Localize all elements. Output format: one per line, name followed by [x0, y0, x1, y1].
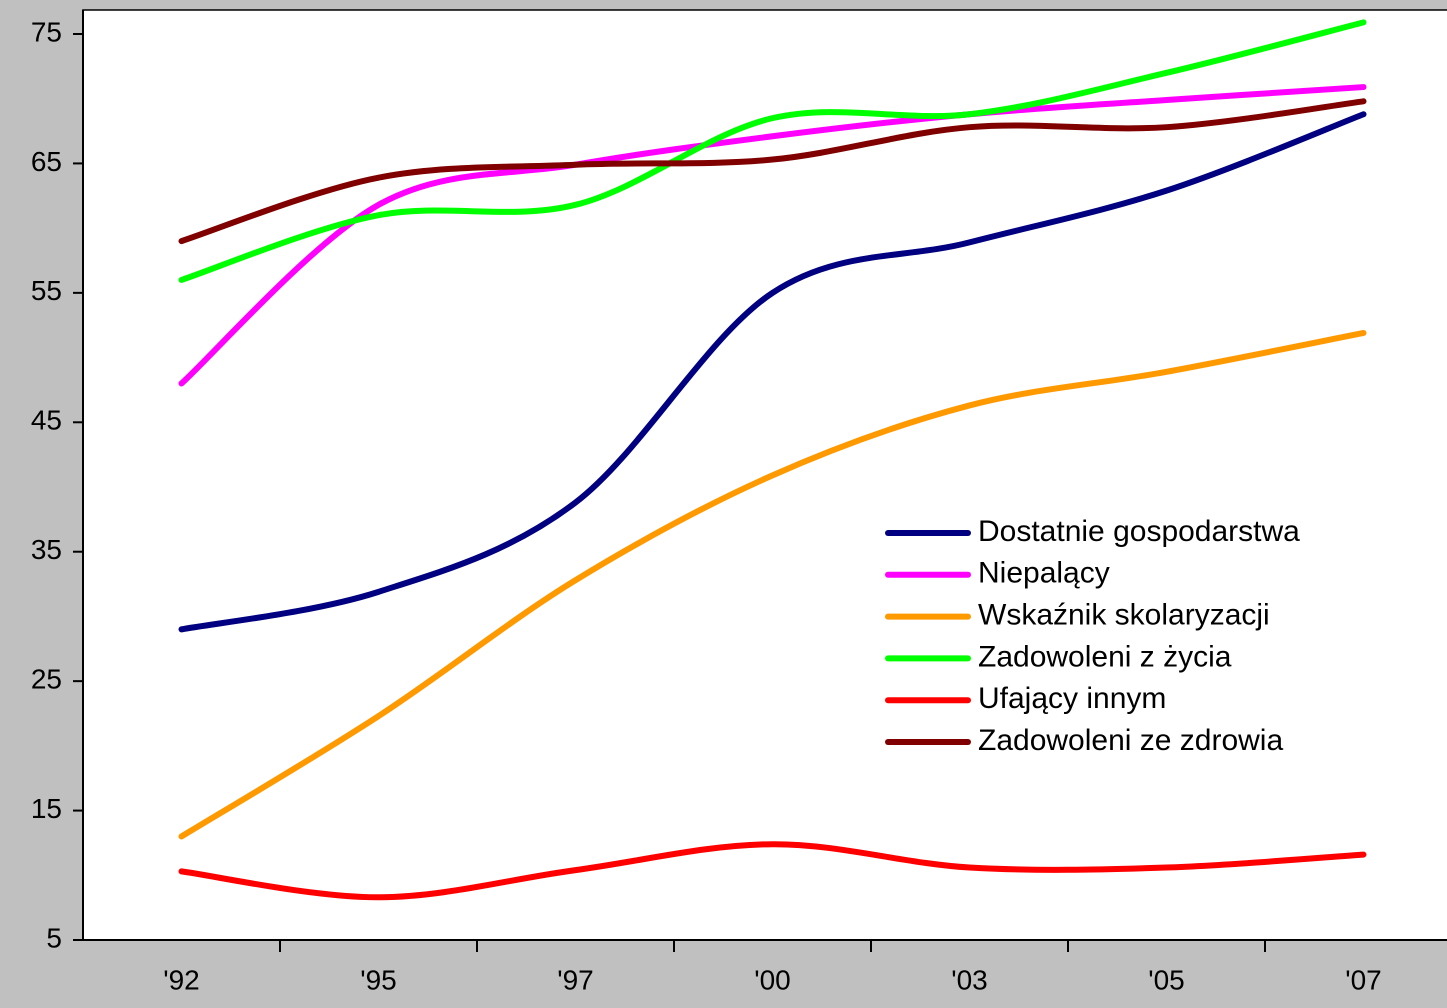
x-tick-label: '92 — [163, 964, 200, 995]
x-tick-label: '03 — [951, 964, 988, 995]
x-tick-label: '97 — [557, 964, 594, 995]
legend-label: Ufający innym — [978, 682, 1166, 715]
x-tick-label: '00 — [754, 964, 791, 995]
x-tick-label: '05 — [1148, 964, 1185, 995]
series-line — [178, 19, 1367, 283]
series-line — [178, 98, 1367, 245]
y-tick-label: 75 — [31, 16, 62, 47]
x-tick-label: '95 — [360, 964, 397, 995]
plot-area — [82, 9, 1447, 941]
y-tick-label: 35 — [31, 534, 62, 565]
y-tick-label: 25 — [31, 664, 62, 695]
legend-label: Wskaźnik skolaryzacji — [978, 599, 1270, 632]
legend-label: Dostatnie gospodarstwa — [978, 515, 1300, 548]
x-tick-label: '07 — [1345, 964, 1382, 995]
legend-label: Niepalący — [978, 557, 1110, 590]
series-line — [178, 329, 1367, 840]
series-line — [178, 111, 1367, 633]
series-line — [178, 841, 1367, 901]
series-line — [178, 84, 1367, 387]
legend-label: Zadowoleni z życia — [978, 640, 1232, 673]
y-tick-label: 65 — [31, 146, 62, 177]
y-tick-label: 55 — [31, 275, 62, 306]
y-tick-label: 5 — [46, 922, 62, 953]
y-tick-label: 15 — [31, 793, 62, 824]
y-tick-label: 45 — [31, 405, 62, 436]
legend-label: Zadowoleni ze zdrowia — [978, 724, 1283, 757]
